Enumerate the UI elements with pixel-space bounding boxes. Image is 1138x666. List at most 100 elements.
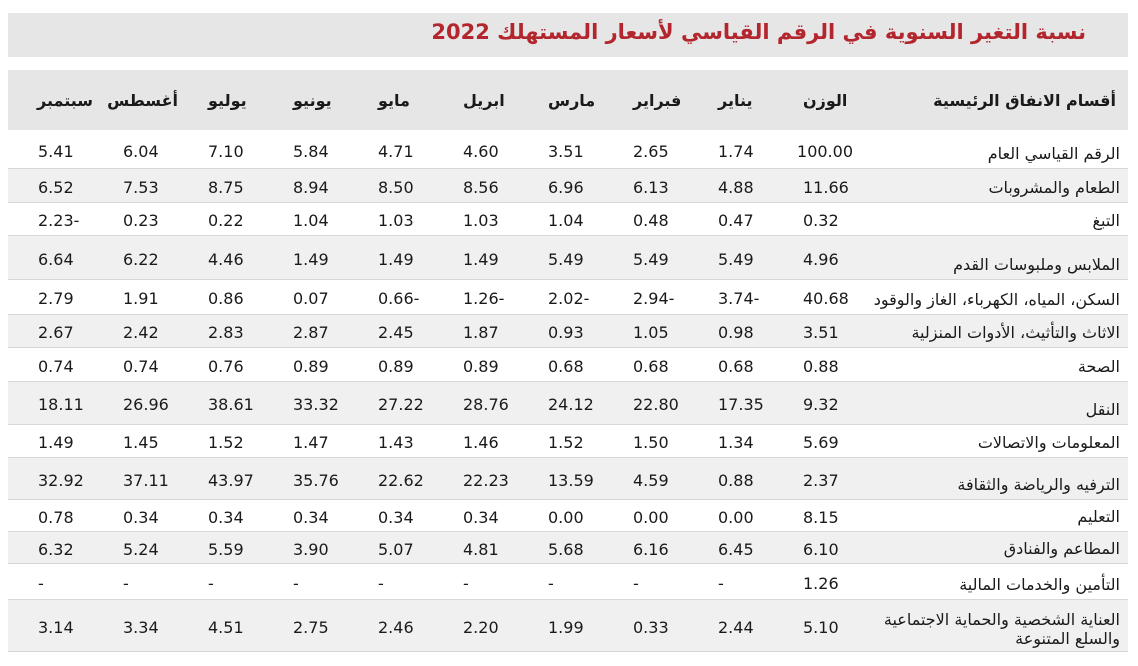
category-name: التأمين والخدمات المالية bbox=[959, 574, 1120, 594]
value-cell: 1.03 bbox=[463, 211, 499, 230]
value-cell: 2.83 bbox=[208, 323, 244, 342]
value-cell: 0.34 bbox=[123, 507, 159, 527]
category-name: التعليم bbox=[1077, 506, 1120, 526]
value-cell: 0.47 bbox=[718, 211, 754, 230]
value-cell: 1.43 bbox=[378, 433, 414, 452]
value-cell: 0.34 bbox=[293, 507, 329, 527]
table-row: الترفيه والرياضة والثقافة 2.37 0.88 4.59 13.… bbox=[8, 457, 1128, 499]
value-cell: 6.32 bbox=[38, 539, 74, 559]
value-cell: 4.46 bbox=[208, 249, 244, 269]
category-name: الملابس وملبوسات القدم bbox=[953, 254, 1120, 274]
value-cell: 8.94 bbox=[293, 177, 329, 197]
value-cell: 0.76 bbox=[208, 356, 244, 376]
value-cell: 4.71 bbox=[378, 142, 414, 162]
value-cell: 5.49 bbox=[548, 249, 584, 269]
value-cell: -2.02 bbox=[548, 289, 590, 308]
value-cell: 17.35 bbox=[718, 395, 764, 414]
value-cell: 43.97 bbox=[208, 470, 254, 490]
value-cell: 28.76 bbox=[463, 395, 509, 414]
value-cell: 7.10 bbox=[208, 142, 244, 162]
header-apr: ابريل bbox=[463, 90, 505, 110]
value-cell: 6.45 bbox=[718, 539, 754, 559]
value-cell: 3.90 bbox=[293, 539, 329, 559]
value-cell: 0.89 bbox=[463, 356, 499, 376]
value-cell: 0.00 bbox=[718, 507, 754, 527]
table-row: الرقم القياسي العام 100.00 1.74 2.65 3.51 4.6… bbox=[8, 130, 1128, 168]
value-cell: 1.91 bbox=[123, 289, 159, 308]
value-cell: 1.45 bbox=[123, 433, 159, 452]
category-name: السكن، المياه، الكهرباء، الغاز والوقود bbox=[873, 289, 1120, 309]
value-cell: 2.44 bbox=[718, 617, 754, 637]
value-cell: 2.75 bbox=[293, 617, 329, 637]
value-cell: -3.74 bbox=[718, 289, 760, 308]
value-cell: 6.96 bbox=[548, 177, 584, 197]
weight-cell: 1.26 bbox=[803, 573, 839, 593]
value-cell: 3.51 bbox=[548, 142, 584, 162]
table-row: السكن، المياه، الكهرباء، الغاز والوقود 40… bbox=[8, 279, 1128, 314]
category-name: الرقم القياسي العام bbox=[987, 143, 1120, 163]
weight-cell: 0.88 bbox=[803, 356, 839, 376]
value-cell: 5.84 bbox=[293, 142, 329, 162]
value-cell: - bbox=[378, 573, 384, 593]
value-cell: 2.79 bbox=[38, 289, 74, 308]
value-cell: 6.52 bbox=[38, 177, 74, 197]
value-cell: 5.59 bbox=[208, 539, 244, 559]
value-cell: 6.22 bbox=[123, 249, 159, 269]
value-cell: 0.33 bbox=[633, 617, 669, 637]
value-cell: 1.52 bbox=[548, 433, 584, 452]
value-cell: 4.51 bbox=[208, 617, 244, 637]
value-cell: 27.22 bbox=[378, 395, 424, 414]
value-cell: 0.23 bbox=[123, 211, 159, 230]
value-cell: 1.46 bbox=[463, 433, 499, 452]
value-cell: 6.16 bbox=[633, 539, 669, 559]
value-cell: 22.80 bbox=[633, 395, 679, 414]
value-cell: 0.48 bbox=[633, 211, 669, 230]
value-cell: 2.42 bbox=[123, 323, 159, 342]
value-cell: 24.12 bbox=[548, 395, 594, 414]
category-name: الطعام والمشروبات bbox=[988, 177, 1120, 197]
category-name: النقل bbox=[1085, 399, 1120, 419]
category-name: الاثاث والتأثيث، الأدوات المنزلية bbox=[911, 322, 1120, 342]
value-cell: 4.88 bbox=[718, 177, 754, 197]
table-body: الرقم القياسي العام 100.00 1.74 2.65 3.51 4.6… bbox=[8, 130, 1128, 651]
value-cell: 5.24 bbox=[123, 539, 159, 559]
header-category: أقسام الانفاق الرئيسية bbox=[933, 90, 1116, 110]
value-cell: - bbox=[633, 573, 639, 593]
category-name: المطاعم والفنادق bbox=[1003, 538, 1120, 558]
header-weight: الوزن bbox=[803, 90, 848, 110]
value-cell: 5.49 bbox=[718, 249, 754, 269]
value-cell: 8.50 bbox=[378, 177, 414, 197]
value-cell: - bbox=[463, 573, 469, 593]
header-jun: يونيو bbox=[293, 90, 332, 110]
value-cell: 2.87 bbox=[293, 323, 329, 342]
value-cell: 1.47 bbox=[293, 433, 329, 452]
weight-cell: 40.68 bbox=[803, 289, 849, 308]
header-may: مايو bbox=[378, 90, 410, 110]
category-name: العناية الشخصية والحماية الاجتماعية والس… bbox=[883, 609, 1120, 648]
table-row: المطاعم والفنادق 6.10 6.45 6.16 5.68 4.81 5.07… bbox=[8, 531, 1128, 563]
value-cell: 1.49 bbox=[38, 433, 74, 452]
value-cell: 0.00 bbox=[548, 507, 584, 527]
value-cell: - bbox=[123, 573, 129, 593]
value-cell: 0.88 bbox=[718, 470, 754, 490]
value-cell: 1.52 bbox=[208, 433, 244, 452]
value-cell: - bbox=[208, 573, 214, 593]
value-cell: 32.92 bbox=[38, 470, 84, 490]
category-name: التبغ bbox=[1092, 210, 1121, 230]
value-cell: 1.49 bbox=[293, 249, 329, 269]
value-cell: 5.07 bbox=[378, 539, 414, 559]
value-cell: 0.22 bbox=[208, 211, 244, 230]
value-cell: 5.41 bbox=[38, 142, 74, 162]
value-cell: 0.89 bbox=[378, 356, 414, 376]
value-cell: 2.65 bbox=[633, 142, 669, 162]
value-cell: 5.68 bbox=[548, 539, 584, 559]
value-cell: - bbox=[38, 573, 44, 593]
value-cell: 0.74 bbox=[38, 356, 74, 376]
value-cell: 22.23 bbox=[463, 470, 509, 490]
table-row: التأمين والخدمات المالية 1.26 - - - - - - - - - bbox=[8, 563, 1128, 599]
value-cell: 13.59 bbox=[548, 470, 594, 490]
value-cell: - bbox=[718, 573, 724, 593]
value-cell: 1.99 bbox=[548, 617, 584, 637]
header-sep: سبتمبر bbox=[36, 90, 93, 110]
